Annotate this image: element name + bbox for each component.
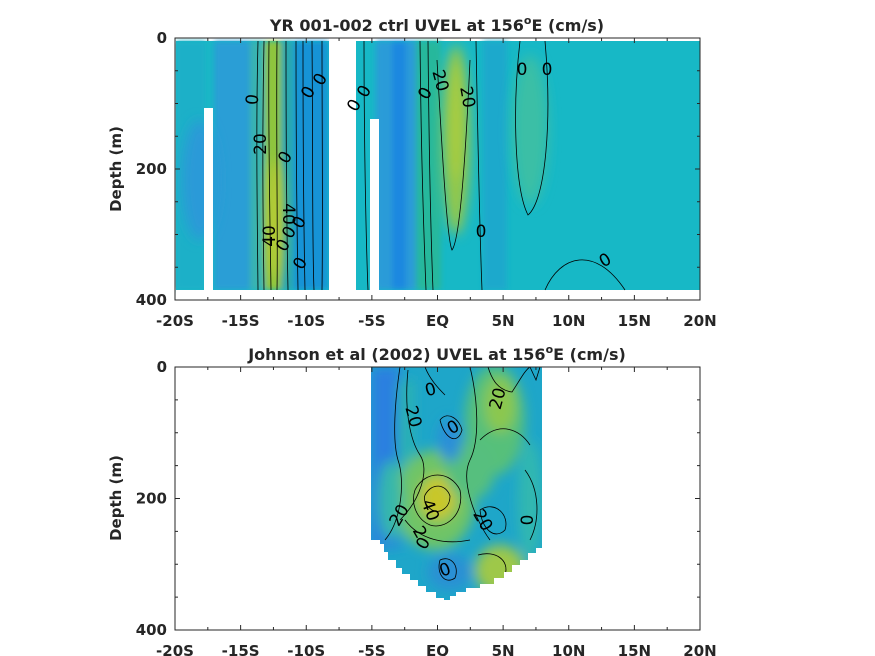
top-data-gap: [370, 119, 379, 293]
contour-label: 20: [455, 85, 478, 110]
contour-label: 40: [260, 225, 280, 247]
top-heatmap-field: [176, 38, 700, 300]
bottom-x-tick-label: -5S: [358, 642, 385, 656]
bottom-chart-title: Johnson et al (2002) UVEL at 156oE (cm/s…: [247, 343, 626, 364]
top-y-tick-label: 400: [136, 291, 167, 309]
bottom-chart: Johnson et al (2002) UVEL at 156oE (cm/s…: [107, 343, 717, 656]
contour-label: 0: [476, 222, 487, 242]
bottom-x-tick-label: -15S: [222, 642, 260, 656]
bottom-y-tick-label: 400: [136, 621, 167, 639]
bottom-y-tick-label: 200: [136, 490, 167, 508]
top-y-axis-label: Depth (m): [107, 126, 125, 212]
top-chart-title: YR 001-002 ctrl UVEL at 156oE (cm/s): [269, 14, 604, 35]
top-x-tick-label: -15S: [222, 312, 260, 330]
top-data-gap: [204, 108, 213, 293]
bottom-y-tick-labels: 0 200 400: [136, 358, 167, 639]
contour-label: 0: [518, 515, 538, 526]
top-y-tick-labels: 0 200 400: [136, 29, 167, 309]
contour-label: 0: [243, 93, 264, 106]
bottom-x-tick-labels: -20S -15S -10S -5S EQ 5N 10N 15N 20N: [156, 642, 717, 656]
contour-label: 0: [517, 60, 528, 80]
bottom-x-tick-label: EQ: [426, 642, 449, 656]
top-tick-marks: [174, 37, 701, 301]
top-y-tick-label: 200: [136, 160, 167, 178]
top-x-tick-label: 20N: [683, 312, 716, 330]
top-x-tick-label: -10S: [287, 312, 325, 330]
contour-label: 0: [542, 60, 553, 80]
bottom-x-tick-label: 20N: [683, 642, 716, 656]
top-x-tick-label: 5N: [492, 312, 515, 330]
top-chart: YR 001-002 ctrl UVEL at 156oE (cm/s): [107, 14, 717, 330]
contour-label: 0: [423, 379, 439, 401]
top-data-gap: [329, 38, 356, 293]
top-x-tick-label: -20S: [156, 312, 194, 330]
contour-label: 20: [251, 133, 271, 155]
bottom-heatmap-field: [371, 367, 542, 600]
top-x-tick-label: 15N: [618, 312, 651, 330]
bottom-y-axis-label: Depth (m): [107, 455, 125, 541]
bottom-tick-marks: [174, 366, 701, 631]
bottom-x-tick-label: -20S: [156, 642, 194, 656]
top-x-tick-labels: -20S -15S -10S -5S EQ 5N 10N 15N 20N: [156, 312, 717, 330]
contour-label: 40: [278, 203, 298, 225]
bottom-contour-lines: [384, 367, 541, 581]
bottom-x-tick-label: -10S: [287, 642, 325, 656]
top-contour-lines: [256, 40, 626, 291]
top-x-tick-label: 10N: [552, 312, 585, 330]
top-y-tick-label: 0: [157, 29, 167, 47]
top-x-tick-label: -5S: [358, 312, 385, 330]
bottom-x-tick-label: 5N: [492, 642, 515, 656]
top-x-tick-label: EQ: [426, 312, 449, 330]
bottom-x-tick-label: 10N: [552, 642, 585, 656]
bottom-y-tick-label: 0: [157, 358, 167, 376]
bottom-x-tick-label: 15N: [618, 642, 651, 656]
